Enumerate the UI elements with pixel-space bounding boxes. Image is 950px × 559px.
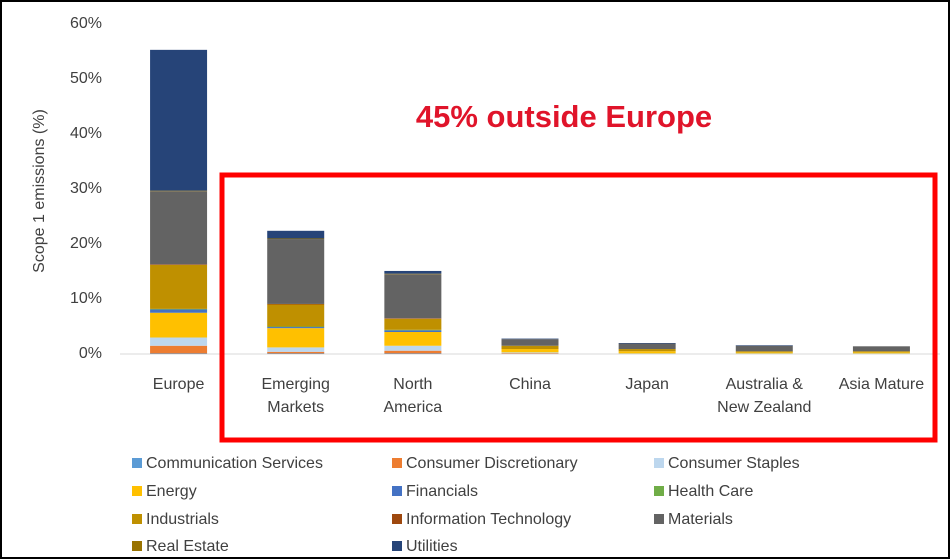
bar-segment [501, 353, 559, 354]
bar-segment [150, 264, 208, 265]
bar-segment [384, 270, 442, 274]
legend-label: Real Estate [146, 538, 229, 555]
bar-segment [384, 273, 442, 275]
bar-segment [150, 309, 208, 313]
bar-segment [852, 353, 910, 354]
bar-segment [735, 345, 793, 352]
legend-label: Health Care [668, 483, 753, 500]
legend-label: Consumer Staples [668, 455, 800, 472]
bar-segment [735, 352, 793, 354]
bar-segment [267, 303, 325, 305]
bar-segment [735, 351, 793, 353]
x-tick-label: Asia Mature [838, 376, 925, 393]
bar-segment [618, 353, 676, 354]
legend-swatch [654, 514, 664, 524]
bar-segment [618, 351, 676, 354]
bar-segment [501, 349, 559, 353]
bar-segment [150, 353, 208, 354]
x-tick-label: Australia & New Zealand [717, 376, 812, 416]
bar-segment [501, 339, 559, 346]
annotation: 45% outside Europe [416, 99, 712, 134]
bar-segment [150, 49, 208, 191]
legend-label: Utilities [406, 538, 458, 555]
x-tick-label: Japan [625, 376, 669, 393]
legend-swatch [132, 458, 142, 468]
legend-swatch [392, 541, 402, 551]
y-tick-label: 60% [70, 15, 102, 32]
bar-segment [267, 328, 325, 348]
y-tick-label: 40% [70, 125, 102, 142]
legend-swatch [132, 514, 142, 524]
legend-label: Information Technology [406, 511, 571, 528]
legend-label: Consumer Discretionary [406, 455, 578, 472]
bar-segment [384, 330, 442, 332]
y-tick-label: 0% [79, 345, 102, 362]
legend-label: Communication Services [146, 455, 323, 472]
highlight-box [219, 172, 938, 443]
bar-segment [267, 304, 325, 327]
bar-segment [384, 332, 442, 346]
y-tick-label: 30% [70, 180, 102, 197]
y-tick-label: 20% [70, 235, 102, 252]
bar-segment [267, 353, 325, 354]
bar-segment [267, 327, 325, 329]
x-tick-label: Emerging Markets [261, 376, 330, 416]
legend-swatch [392, 458, 402, 468]
legend-swatch [392, 486, 402, 496]
bar-segment [384, 350, 442, 354]
y-tick-label: 50% [70, 70, 102, 87]
bar-segment [384, 353, 442, 354]
x-tick-label: China [509, 376, 551, 393]
bar-segment [150, 308, 208, 310]
legend-swatch [654, 486, 664, 496]
bar-segment [618, 343, 676, 344]
bar-segment [150, 190, 208, 192]
legend-label: Materials [668, 511, 733, 528]
legend-label: Financials [406, 483, 478, 500]
bar-segment [267, 230, 325, 239]
bar-segment [618, 349, 676, 352]
bar-segment [150, 312, 208, 338]
y-axis-label: Scope 1 emissions (%) [31, 109, 48, 273]
legend-swatch [392, 514, 402, 524]
legend-label: Industrials [146, 511, 219, 528]
bar-segment [852, 351, 910, 353]
bar-segment [267, 238, 325, 240]
bar-segment [501, 345, 559, 350]
bar-segment [384, 318, 442, 330]
bar-segment [384, 274, 442, 319]
bar-segment [267, 347, 325, 352]
bar-segment [267, 326, 325, 328]
x-tick-label: Europe [152, 376, 205, 393]
bar-segment [267, 351, 325, 354]
bar-segment [735, 353, 793, 354]
bar-segment [852, 352, 910, 354]
legend-swatch [654, 458, 664, 468]
bar-segment [150, 191, 208, 265]
bar-segment [735, 345, 793, 346]
bar-segment [384, 345, 442, 351]
bar-segment [150, 345, 208, 354]
bar-segment [150, 337, 208, 346]
legend-swatch [132, 541, 142, 551]
bar-segment [852, 346, 910, 352]
bar-segment [267, 239, 325, 304]
bar-segment [384, 318, 442, 319]
bar-segment [501, 352, 559, 354]
legend-swatch [132, 486, 142, 496]
bar-segment [150, 264, 208, 309]
bar-segment [384, 329, 442, 331]
bar-segment [501, 338, 559, 340]
y-tick-label: 10% [70, 290, 102, 307]
legend-label: Energy [146, 483, 197, 500]
bar-segment [618, 343, 676, 350]
x-tick-label: North America [383, 376, 443, 416]
